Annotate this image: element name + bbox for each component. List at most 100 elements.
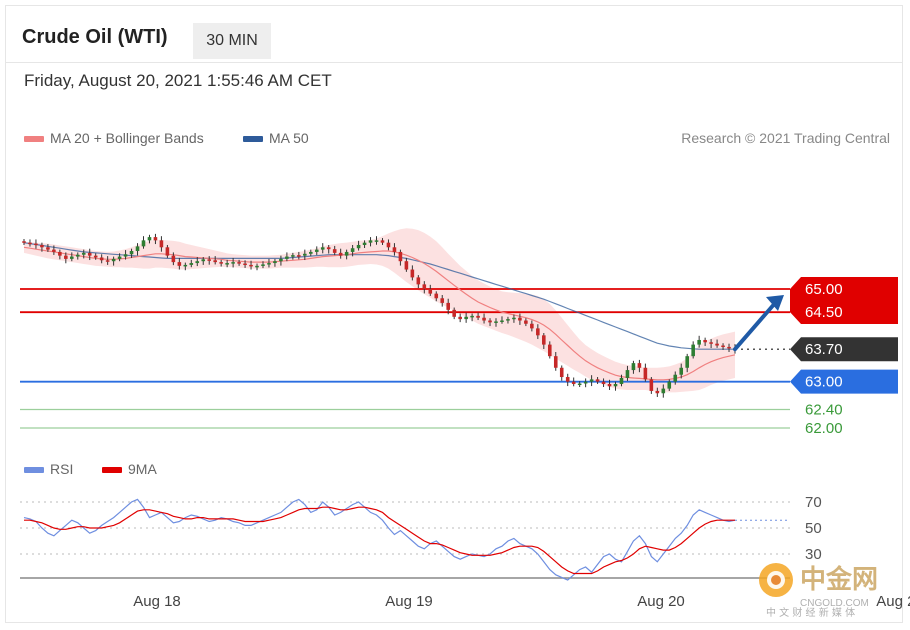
candle-body — [153, 237, 158, 241]
candle-body — [458, 316, 462, 320]
candle-body — [374, 240, 379, 242]
level-tag-63.00: 63.00 — [805, 374, 843, 391]
candle-body — [213, 260, 217, 263]
legend-ma50: MA 50 — [243, 130, 309, 146]
candle-body — [440, 298, 445, 303]
candle-body — [64, 255, 68, 259]
candle-body — [111, 258, 116, 262]
legend-ma20: MA 20 + Bollinger Bands — [24, 130, 204, 146]
candle-body — [362, 242, 367, 245]
candle-body — [105, 260, 110, 262]
candle-body — [392, 247, 397, 252]
candle-body — [571, 381, 576, 384]
candle-body — [542, 335, 546, 345]
candle-body — [195, 261, 200, 264]
candle-body — [524, 320, 528, 324]
candle-body — [243, 263, 247, 266]
candle-body — [697, 339, 701, 345]
candle-body — [667, 381, 672, 389]
candle-body — [625, 370, 630, 378]
instrument-title: Crude Oil (WTI) — [22, 26, 168, 48]
candle-body — [518, 317, 522, 321]
ma20-swatch — [24, 136, 44, 143]
candle-body — [93, 255, 98, 258]
candle-body — [398, 251, 403, 262]
level-tag-bg-63.70 — [790, 337, 898, 362]
level-tag-62.40: 62.40 — [805, 401, 843, 418]
candle-body — [619, 377, 624, 384]
candle-body — [500, 320, 504, 323]
ma20-line — [23, 246, 736, 381]
candle-body — [661, 388, 666, 394]
candle-body — [422, 284, 427, 289]
legend-rsi: RSI — [24, 461, 73, 477]
candle-body — [159, 240, 164, 248]
candle-body — [368, 240, 373, 243]
candle-body — [404, 261, 409, 270]
level-tag-64.50: 64.50 — [805, 304, 843, 321]
candle-body — [34, 243, 38, 246]
candle-body — [81, 252, 86, 255]
candle-body — [189, 263, 194, 265]
candle-body — [691, 344, 695, 357]
candle-body — [177, 262, 182, 266]
candle-body — [267, 263, 271, 265]
candle-body — [553, 356, 558, 368]
candle-body — [261, 264, 265, 266]
candle-body — [165, 247, 170, 256]
candle-body — [494, 321, 498, 323]
rsi-line — [23, 498, 736, 581]
candle-body — [434, 293, 439, 299]
forecast-arrow-shaft — [733, 300, 778, 352]
candle-body — [99, 257, 104, 261]
candle-body — [201, 259, 206, 262]
x-tick-label: Aug 20 — [637, 593, 685, 610]
candle-body — [46, 247, 50, 250]
svg-text:中金网: 中金网 — [800, 564, 878, 595]
cngold-watermark: 中金网 CNGOLD.COM 中 文 财 经 新 媒 体 — [759, 563, 878, 619]
candle-body — [565, 377, 570, 382]
candle-body — [637, 363, 642, 368]
candle-body — [273, 261, 277, 264]
candle-body — [219, 262, 223, 264]
candle-body — [297, 255, 301, 257]
candle-body — [326, 247, 331, 250]
candle-body — [183, 264, 188, 267]
candle-body — [601, 381, 606, 384]
candle-body — [727, 346, 731, 349]
candle-body — [506, 319, 510, 321]
candle-body — [350, 248, 355, 252]
candle-body — [308, 251, 313, 254]
x-tick-label: Aug 19 — [385, 593, 433, 610]
rsi-9ma-line — [24, 506, 735, 575]
candle-body — [410, 269, 415, 278]
timestamp: Friday, August 20, 2021 1:55:46 AM CET — [24, 71, 332, 90]
candle-body — [171, 255, 176, 263]
candle-body — [476, 315, 480, 318]
ma50-line — [23, 242, 735, 350]
candle-body — [231, 262, 235, 264]
candle-body — [332, 249, 337, 253]
candle-body — [452, 309, 456, 317]
candle-body — [249, 264, 253, 267]
candle-body — [285, 256, 289, 259]
candle-body — [303, 253, 307, 256]
candle-body — [28, 242, 32, 245]
candle-body — [141, 240, 146, 247]
candle-body — [643, 367, 648, 380]
candle-body — [536, 328, 540, 336]
candle-body — [22, 241, 26, 243]
candle-body — [279, 258, 283, 262]
candle-body — [338, 252, 343, 256]
candle-body — [129, 251, 134, 255]
candle-body — [237, 262, 241, 264]
svg-text:CNGOLD.COM: CNGOLD.COM — [800, 598, 869, 609]
candle-body — [416, 277, 421, 285]
candle-body — [655, 390, 660, 394]
candle-body — [488, 320, 492, 323]
candle-body — [577, 383, 582, 386]
timeframe-button[interactable]: 30 MIN — [193, 23, 271, 59]
candle-body — [380, 240, 385, 243]
candle-body — [255, 265, 259, 268]
